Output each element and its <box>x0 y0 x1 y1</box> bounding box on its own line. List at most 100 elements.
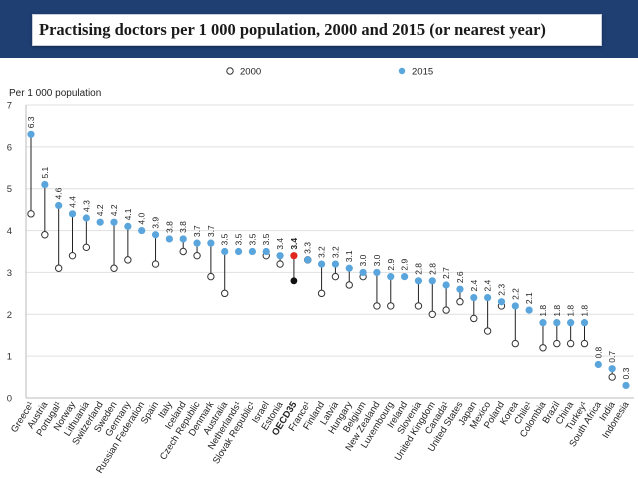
point-2015-Canada <box>442 281 450 289</box>
point-2015-Lithuania <box>82 214 90 222</box>
value-label: 1.8 <box>566 305 576 317</box>
axis-layer: 0 1 2 3 4 5 6 7 <box>7 101 634 405</box>
value-label: 3.7 <box>206 225 216 237</box>
value-label: 3.0 <box>358 254 368 266</box>
value-label: 1.8 <box>552 305 562 317</box>
point-2015-Czech Republic <box>193 239 201 247</box>
point-2015-Ireland <box>401 273 409 281</box>
y-tick-label: 6 <box>7 142 12 153</box>
value-label: 4.3 <box>81 200 91 212</box>
point-2015-Sweden <box>110 218 118 226</box>
value-label: 2.8 <box>427 263 437 275</box>
value-label: 2.9 <box>400 259 410 271</box>
point-2015-Luxembourg <box>387 273 395 281</box>
value-label: 1.8 <box>579 305 589 317</box>
grid-layer <box>26 104 634 399</box>
point-2015-Spain <box>151 231 160 239</box>
value-label: 3.8 <box>178 221 188 233</box>
point-2000-United States <box>456 298 464 306</box>
point-2000-Slovenia <box>414 302 423 310</box>
point-2015-OECD35 <box>290 252 298 260</box>
point-2000-Denmark <box>207 272 215 281</box>
value-label: 2.7 <box>441 267 451 279</box>
chart-title: Practising doctors per 1 000 population,… <box>39 20 546 39</box>
point-2015-Iceland <box>179 235 187 243</box>
point-2015-China <box>567 319 575 327</box>
point-2000-Hungary <box>345 281 353 289</box>
y-tick-label: 7 <box>7 101 12 112</box>
point-2000-India <box>608 373 616 381</box>
point-2000-Estonia <box>276 260 284 268</box>
point-2015-Belgium <box>359 268 367 277</box>
value-label: 3.2 <box>330 246 340 258</box>
point-2015-Chile <box>525 306 533 314</box>
point-2015-Portugal <box>55 201 63 210</box>
value-label: 2.8 <box>413 263 423 275</box>
value-label: 0.3 <box>621 367 631 379</box>
y-tick-label: 4 <box>7 226 12 237</box>
value-label: 3.2 <box>317 246 327 258</box>
value-label: 3.4 <box>289 238 299 250</box>
point-2015-Netherlands <box>234 247 243 256</box>
point-2000-Finland <box>317 289 326 298</box>
legend-marker-2015 <box>398 67 406 75</box>
point-2015-United Kingdom <box>428 277 436 285</box>
value-label: 1.8 <box>538 305 548 317</box>
value-labels: 6.35.14.64.4 4.3 4.2 4.2 4.1 4.0 3.9 3.8 3.8 3.7 3… <box>26 116 631 379</box>
point-2000-Portugal <box>54 264 63 272</box>
point-2000-China <box>566 339 575 348</box>
category-labels: Greece¹AustriaPortugal¹NorwayLithuaniaSw… <box>9 399 632 475</box>
value-label: 2.9 <box>386 259 396 271</box>
value-label: 2.6 <box>455 271 465 283</box>
point-2015-Brazil <box>553 319 561 327</box>
point-2000-Colombia <box>539 344 547 352</box>
dot-layer <box>27 130 630 390</box>
point-2015-Switzerland <box>96 218 104 226</box>
value-label: 3.0 <box>372 254 382 266</box>
point-2015-India <box>608 365 616 373</box>
legend-label-2015: 2015 <box>412 67 433 78</box>
value-label: 0.8 <box>593 346 603 358</box>
value-label: 2.1 <box>524 292 534 304</box>
point-2015-Korea <box>511 302 519 310</box>
point-2000-Norway <box>68 251 77 260</box>
point-2015-Japan <box>470 293 478 302</box>
point-2015-Finland <box>317 260 326 268</box>
value-label: 3.5 <box>220 233 230 245</box>
point-2000-Greece <box>27 210 35 218</box>
point-2000-Canada <box>442 306 450 314</box>
y-axis-unit-label: Per 1 000 population <box>9 88 101 99</box>
point-2000-Austria <box>41 231 49 239</box>
value-label: 3.8 <box>164 221 174 233</box>
point-2015-Russian Federation <box>138 226 146 235</box>
point-2000-Australia <box>221 289 229 298</box>
point-2000-Lithuania <box>82 243 91 252</box>
legend: 2000 2015 <box>226 67 433 78</box>
value-label: 3.5 <box>234 233 244 245</box>
point-2000-Czech Republic <box>193 251 201 260</box>
y-tick-label: 3 <box>7 268 12 279</box>
point-2015-Israel <box>262 247 270 256</box>
point-2015-Italy <box>165 235 173 243</box>
value-label: 0.7 <box>607 351 617 363</box>
point-2000-Luxembourg <box>387 302 395 310</box>
value-label: 4.0 <box>137 212 147 224</box>
point-2015-Mexico <box>484 293 492 302</box>
point-2000-Korea <box>511 339 520 348</box>
point-2015-Colombia <box>539 319 547 327</box>
value-label: 3.5 <box>261 233 271 245</box>
point-2000-Sweden <box>110 264 118 272</box>
value-label: 3.1 <box>344 250 354 262</box>
point-2000-Iceland <box>179 247 187 256</box>
point-2015-Poland <box>497 298 506 306</box>
point-2000-Germany <box>124 256 132 264</box>
y-tick-label: 5 <box>7 184 12 195</box>
y-tick-label: 2 <box>7 310 12 321</box>
point-2000-Mexico <box>483 327 492 335</box>
point-2015-Turkey <box>580 319 589 327</box>
y-tick-label: 0 <box>7 394 12 405</box>
value-label: 4.4 <box>68 196 78 208</box>
value-label: 3.9 <box>151 217 161 229</box>
value-label: 6.3 <box>26 116 36 128</box>
